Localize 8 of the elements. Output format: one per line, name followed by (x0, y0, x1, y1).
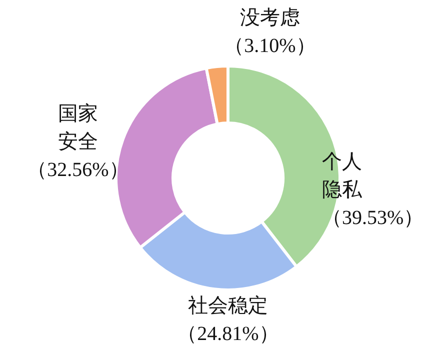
slice-label: 没考虑 (240, 7, 300, 29)
data-label: （32.56%） (27, 159, 129, 181)
slice-label: 个人隐私 (322, 151, 363, 201)
data-label: （24.81%） (177, 323, 279, 345)
slice-label: 国家安全 (58, 103, 98, 153)
data-label: （39.53%） (322, 207, 424, 229)
data-label: （3.10%） (224, 35, 316, 57)
slice-label: 社会稳定 (188, 295, 268, 317)
